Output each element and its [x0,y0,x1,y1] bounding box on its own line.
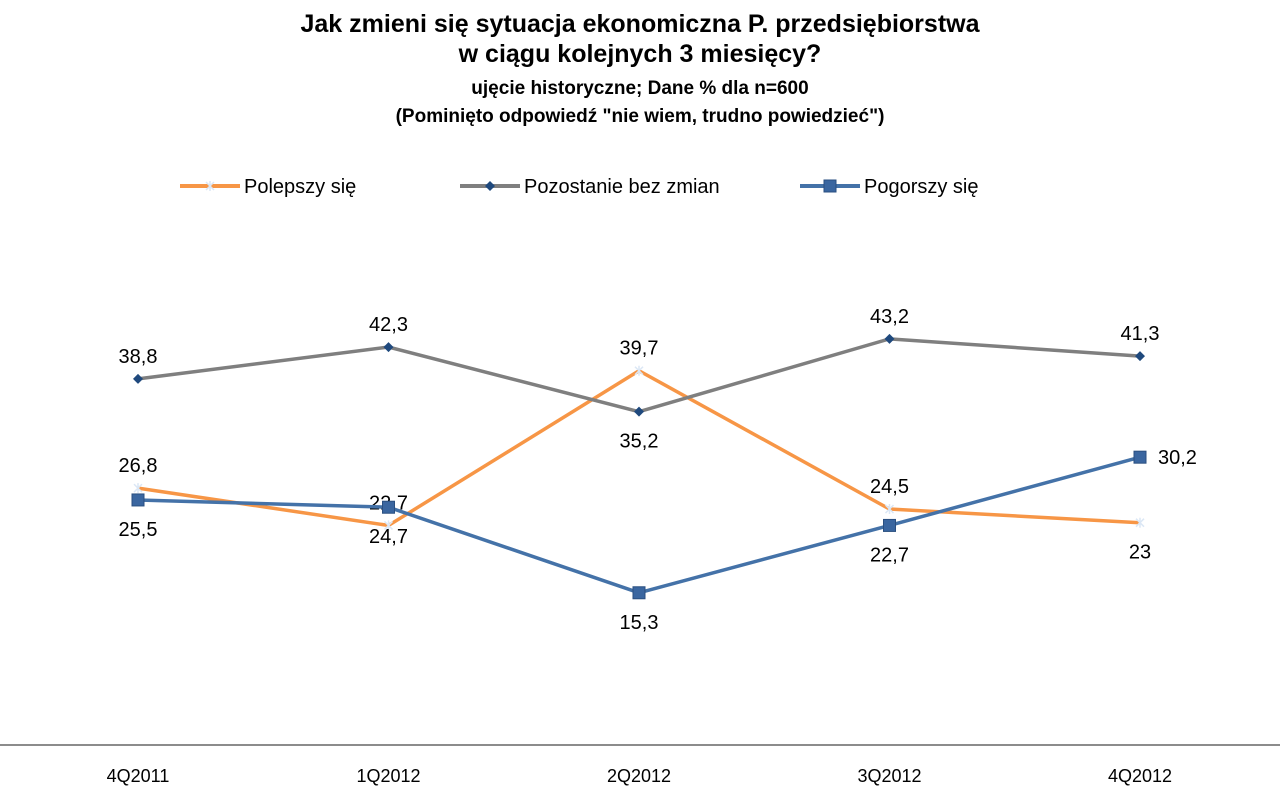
data-point-star-icon [383,520,394,531]
data-point-diamond-icon [1135,351,1145,362]
data-label: 38,8 [119,346,158,368]
chart-subtitle: ujęcie historyczne; Dane % dla n=600 [471,78,809,99]
data-label: 43,2 [870,306,909,328]
data-point-square-icon [131,493,145,507]
chart-title-line2: w ciągu kolejnych 3 miesięcy? [458,40,822,68]
data-label: 24,7 [369,526,408,548]
data-label: 24,5 [870,476,909,498]
data-point-star-icon [634,365,644,376]
data-label: 30,2 [1158,447,1197,469]
series-line-2 [137,455,1141,595]
data-point-diamond-icon [383,342,394,353]
data-label: 25,5 [119,519,158,541]
data-point-square-icon [1133,450,1147,464]
data-label: 22,7 [870,544,909,566]
legend-label: Polepszy się [244,176,356,198]
legend-marker-diamond-icon [485,181,495,191]
x-tick-label: 3Q2012 [857,766,921,786]
legend-label: Pogorszy się [864,176,979,198]
legend-label: Pozostanie bez zmian [524,176,720,198]
data-point-diamond-icon [133,373,143,384]
data-point-star-icon [133,483,143,494]
x-tick-label: 2Q2012 [607,766,671,786]
legend-marker-square-icon [823,179,837,193]
data-point-diamond-icon [884,333,895,344]
data-point-square-icon [382,500,395,514]
legend-marker-star-icon [205,181,215,191]
data-label: 26,8 [119,455,158,477]
data-point-star-icon [1135,517,1145,528]
data-point-square-icon [883,518,896,532]
data-label: 23 [1129,542,1151,564]
x-tick-label: 4Q2012 [1108,766,1172,786]
x-tick-label: 1Q2012 [356,766,420,786]
chart-note: (Pominięto odpowiedź "nie wiem, trudno p… [395,106,885,127]
data-point-star-icon [884,504,895,515]
data-label: 35,2 [620,431,659,453]
data-label: 42,3 [369,314,408,336]
chart-title: Jak zmieni się sytuacja ekonomiczna P. p… [300,10,980,38]
data-point-diamond-icon [634,406,644,417]
data-label: 15,3 [620,612,659,634]
x-tick-label: 4Q2011 [107,766,170,786]
data-point-square-icon [632,586,646,600]
data-label: 39,7 [620,338,659,360]
data-label: 41,3 [1121,323,1160,345]
